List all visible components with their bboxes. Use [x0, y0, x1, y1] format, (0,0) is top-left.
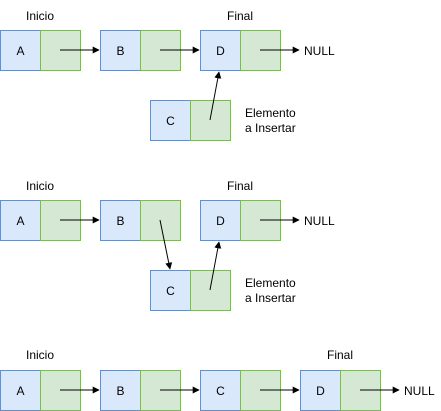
node-b-label: B — [116, 44, 124, 58]
tail-label: Final — [227, 179, 253, 193]
node-a-data-cell — [0, 30, 41, 71]
edge-b-to-c — [159, 219, 173, 270]
node-c-label: C — [166, 114, 175, 128]
node-d-data-cell — [200, 200, 241, 241]
stage-3: Inicio Final A B C D NULL — [0, 348, 435, 411]
null-label: NULL — [304, 44, 335, 58]
head-label: Inicio — [26, 9, 54, 23]
node-a-label: A — [16, 214, 24, 228]
node-b-label: B — [116, 384, 124, 398]
node-a: A — [0, 30, 81, 71]
node-b-data-cell — [100, 200, 141, 241]
node-b-label: B — [116, 214, 124, 228]
insert-label-line-2: a Insertar — [245, 291, 296, 305]
node-d-label: D — [316, 384, 325, 398]
node-c-label: C — [166, 284, 175, 298]
node-c: C — [150, 270, 231, 311]
node-a-label: A — [16, 384, 24, 398]
insert-label-line-2: a Insertar — [245, 121, 296, 135]
head-label: Inicio — [26, 348, 54, 362]
tail-label: Final — [327, 348, 353, 362]
insert-label-line-1: Elemento — [245, 106, 296, 120]
tail-label: Final — [227, 9, 253, 23]
node-c-pointer-cell — [190, 100, 231, 141]
stage-2: Inicio Final A B D C NULL Elemento a Ins… — [0, 179, 335, 311]
stage-1: Inicio Final A B D C NULL Elemento a Ins… — [0, 9, 335, 141]
insert-label-line-1: Elemento — [245, 276, 296, 290]
node-c-pointer-cell — [190, 270, 231, 311]
node-b: B — [100, 200, 181, 241]
node-c-label: C — [216, 384, 225, 398]
node-d-label: D — [216, 214, 225, 228]
edge-c-to-d — [209, 71, 222, 121]
node-a-label: A — [16, 44, 24, 58]
head-label: Inicio — [26, 179, 54, 193]
null-label: NULL — [404, 384, 435, 398]
node-c-data-cell — [150, 270, 191, 311]
null-label: NULL — [304, 214, 335, 228]
node-d-data-cell — [300, 370, 341, 411]
node-d-label: D — [216, 44, 225, 58]
node-c: C — [200, 370, 281, 411]
edge-c-to-d — [209, 241, 222, 291]
node-c: C — [150, 100, 231, 141]
